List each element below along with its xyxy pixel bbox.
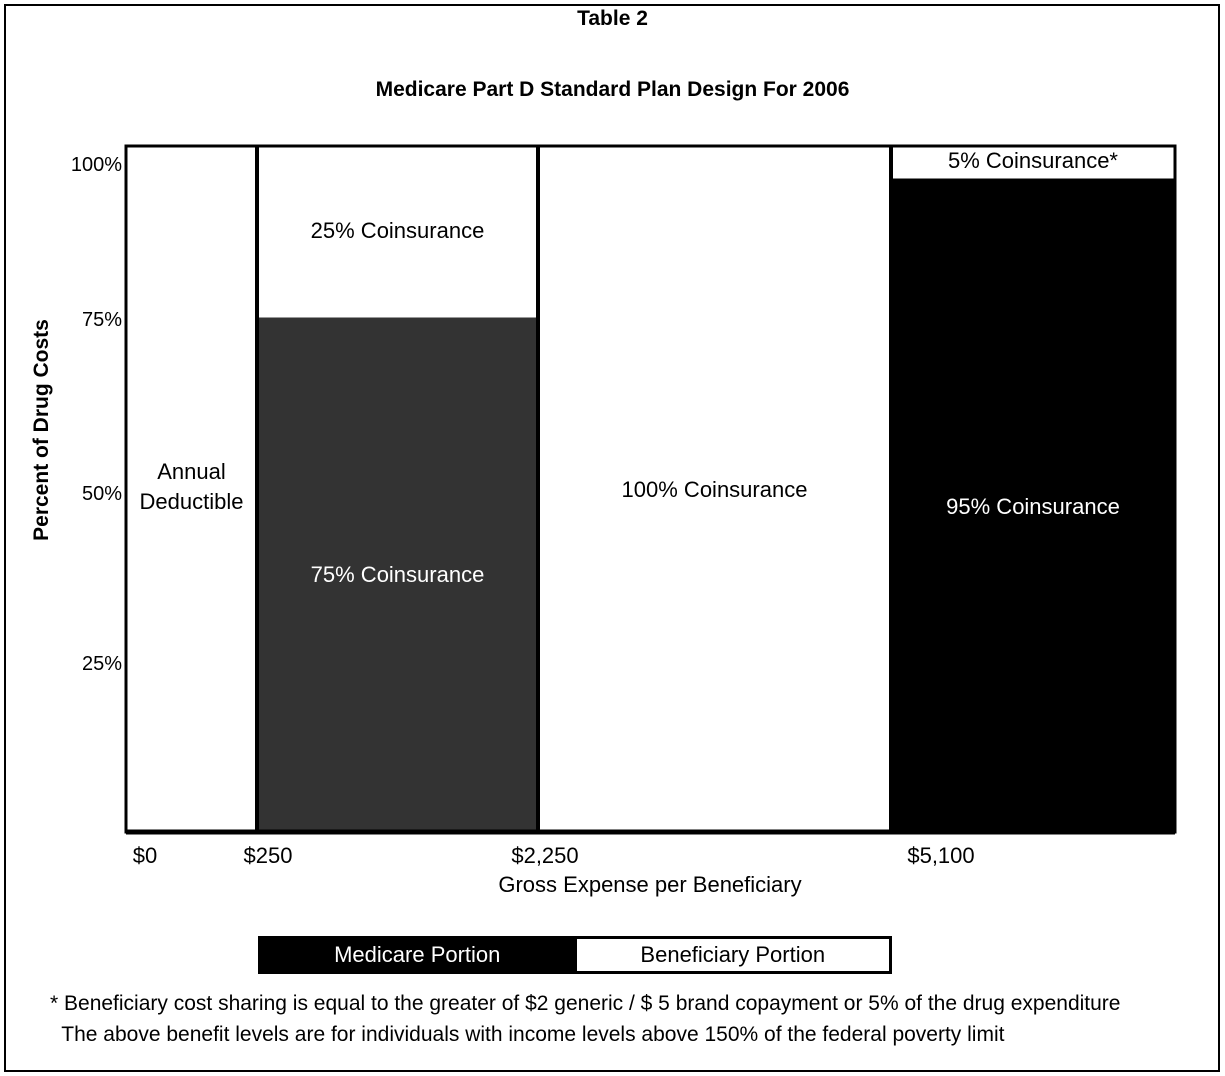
chart-title: Medicare Part D Standard Plan Design For… (375, 78, 850, 101)
bar-label-beneficiary-3: 5% Coinsurance* (948, 148, 1118, 173)
bar-label-medicare-3: 95% Coinsurance (946, 494, 1120, 519)
y-tick-label-1: 50% (82, 483, 122, 505)
legend-item-medicare: Medicare Portion (261, 939, 574, 971)
bar-beneficiary-3 (891, 146, 1175, 181)
bar-beneficiary-0 (126, 146, 257, 832)
x-tick-label-2: $2,250 (511, 843, 578, 868)
footnote-line: The above benefit levels are for individ… (50, 1023, 1005, 1046)
bar-label-beneficiary-0: Annual Deductible (140, 459, 244, 514)
footnotes: * Beneficiary cost sharing is equal to t… (50, 988, 1120, 1050)
x-axis-label: Gross Expense per Beneficiary (498, 872, 802, 897)
x-tick-label-0: $0 (133, 843, 157, 868)
bar-label-beneficiary-2: 100% Coinsurance (622, 477, 808, 502)
x-tick-label-1: $250 (244, 843, 293, 868)
legend: Medicare Portion Beneficiary Portion (258, 936, 892, 974)
legend-item-beneficiary: Beneficiary Portion (573, 939, 889, 971)
y-tick-label-2: 75% (82, 309, 122, 331)
footnote-line: * Beneficiary cost sharing is equal to t… (50, 992, 1121, 1015)
bar-beneficiary-2 (538, 146, 891, 832)
x-tick-label-3: $5,100 (907, 843, 974, 868)
table-label: Table 2 (577, 7, 648, 30)
bar-medicare-3 (891, 180, 1175, 833)
y-tick-label-0: 25% (82, 653, 122, 675)
bar-medicare-1 (257, 317, 538, 832)
y-tick-label-3: 100% (71, 154, 122, 176)
bar-label-medicare-1: 75% Coinsurance (311, 562, 485, 587)
figure-frame (4, 4, 1220, 1072)
bar-beneficiary-1 (257, 146, 538, 318)
bar-label-beneficiary-1: 25% Coinsurance (311, 218, 485, 243)
